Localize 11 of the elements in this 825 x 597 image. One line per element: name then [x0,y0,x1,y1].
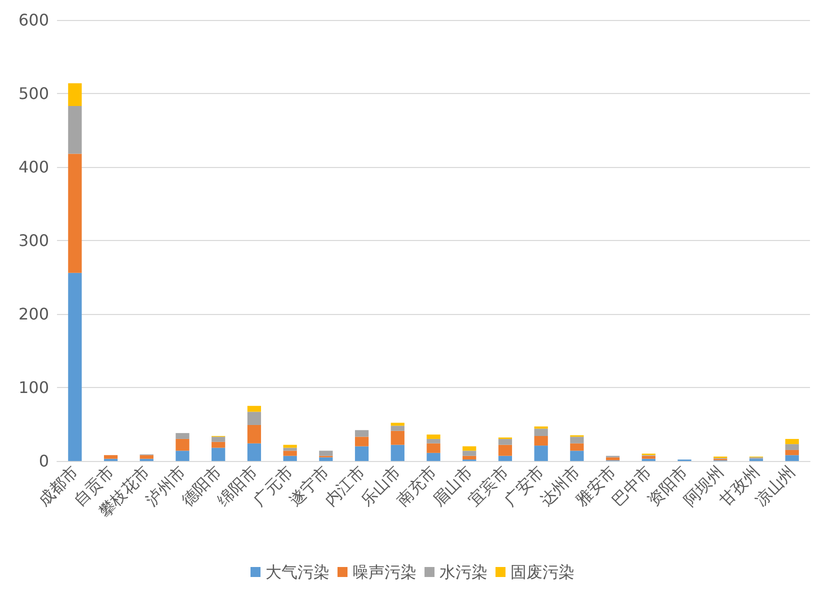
y-tick-label: 400 [18,158,49,176]
y-tick-label: 200 [18,304,49,324]
y-tick-label: 500 [18,84,49,103]
legend-label: 大气污染 [266,562,330,582]
legend-label: 固废污染 [510,562,574,582]
legend-label: 水污染 [440,562,488,582]
legend-label: 噪声污染 [352,562,416,582]
y-tick-label: 0 [38,452,49,470]
y-tick-label: 100 [18,378,49,397]
y-tick-label: 600 [18,10,49,30]
y-tick-label: 300 [18,231,49,250]
